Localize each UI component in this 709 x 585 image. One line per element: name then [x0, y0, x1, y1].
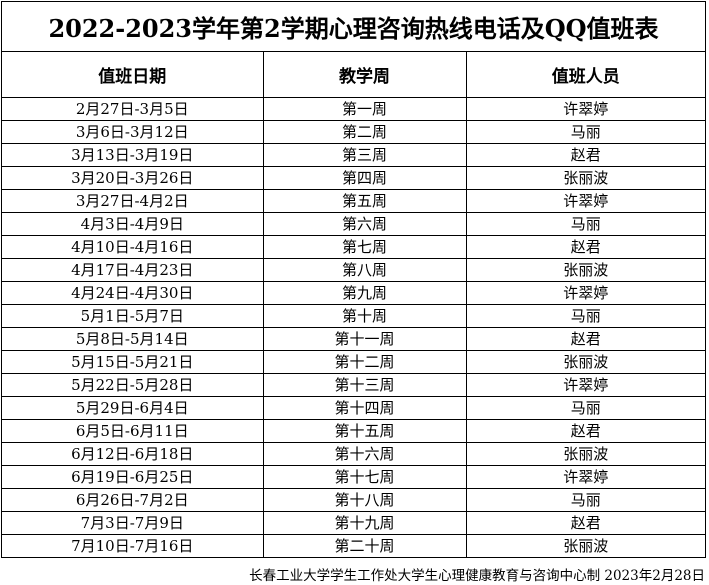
table-row: 5月22日-5月28日 第十三周 许翠婷 [2, 373, 705, 397]
cell-week: 第十五周 [262, 419, 467, 443]
cell-staff: 马丽 [465, 120, 705, 144]
table-row: 6月12日-6月18日 第十六周 张丽波 [2, 442, 705, 466]
cell-staff: 马丽 [465, 212, 705, 236]
cell-week: 第二十周 [262, 534, 467, 557]
table-row: 6月26日-7月2日 第十八周 马丽 [2, 488, 705, 512]
table-row: 7月10日-7月16日 第二十周 张丽波 [2, 534, 705, 557]
cell-week: 第二周 [262, 120, 467, 144]
table-row: 3月20日-3月26日 第四周 张丽波 [2, 166, 705, 190]
header-staff: 值班人员 [465, 52, 705, 98]
table-row: 6月5日-6月11日 第十五周 赵君 [2, 419, 705, 443]
cell-date: 3月20日-3月26日 [2, 166, 264, 190]
cell-date: 6月5日-6月11日 [2, 419, 264, 443]
cell-week: 第十七周 [262, 465, 467, 489]
cell-date: 3月13日-3月19日 [2, 143, 264, 167]
cell-staff: 张丽波 [465, 166, 705, 190]
cell-date: 2月27日-3月5日 [2, 97, 264, 121]
page-title: 2022-2023学年第2学期心理咨询热线电话及QQ值班表 [2, 2, 705, 52]
cell-staff: 赵君 [465, 235, 705, 259]
table-row: 3月6日-3月12日 第二周 马丽 [2, 120, 705, 144]
cell-staff: 许翠婷 [465, 189, 705, 213]
table-row: 3月27日-4月2日 第五周 许翠婷 [2, 189, 705, 213]
header-week: 教学周 [262, 52, 467, 98]
cell-date: 6月19日-6月25日 [2, 465, 264, 489]
table-row: 4月17日-4月23日 第八周 张丽波 [2, 258, 705, 282]
table-row: 4月3日-4月9日 第六周 马丽 [2, 212, 705, 236]
cell-staff: 许翠婷 [465, 373, 705, 397]
cell-staff: 张丽波 [465, 534, 705, 557]
cell-week: 第十三周 [262, 373, 467, 397]
cell-week: 第十八周 [262, 488, 467, 512]
cell-staff: 赵君 [465, 511, 705, 535]
cell-week: 第八周 [262, 258, 467, 282]
cell-week: 第十六周 [262, 442, 467, 466]
cell-week: 第十一周 [262, 327, 467, 351]
table-row: 5月8日-5月14日 第十一周 赵君 [2, 327, 705, 351]
cell-staff: 马丽 [465, 396, 705, 420]
duty-schedule-sheet: 2022-2023学年第2学期心理咨询热线电话及QQ值班表 值班日期 教学周 值… [1, 1, 706, 558]
cell-date: 4月3日-4月9日 [2, 212, 264, 236]
cell-staff: 马丽 [465, 488, 705, 512]
cell-staff: 张丽波 [465, 258, 705, 282]
cell-week: 第四周 [262, 166, 467, 190]
cell-date: 6月12日-6月18日 [2, 442, 264, 466]
cell-staff: 赵君 [465, 419, 705, 443]
table-row: 2月27日-3月5日 第一周 许翠婷 [2, 97, 705, 121]
table-header-row: 值班日期 教学周 值班人员 [2, 52, 705, 98]
table-row: 4月10日-4月16日 第七周 赵君 [2, 235, 705, 259]
header-date: 值班日期 [2, 52, 264, 98]
table-row: 6月19日-6月25日 第十七周 许翠婷 [2, 465, 705, 489]
cell-date: 7月10日-7月16日 [2, 534, 264, 557]
cell-date: 4月10日-4月16日 [2, 235, 264, 259]
cell-week: 第三周 [262, 143, 467, 167]
cell-date: 6月26日-7月2日 [2, 488, 264, 512]
cell-staff: 赵君 [465, 327, 705, 351]
cell-week: 第十二周 [262, 350, 467, 374]
table-row: 3月13日-3月19日 第三周 赵君 [2, 143, 705, 167]
cell-date: 4月24日-4月30日 [2, 281, 264, 305]
cell-week: 第六周 [262, 212, 467, 236]
cell-staff: 张丽波 [465, 442, 705, 466]
table-row: 4月24日-4月30日 第九周 许翠婷 [2, 281, 705, 305]
cell-staff: 许翠婷 [465, 281, 705, 305]
cell-week: 第九周 [262, 281, 467, 305]
cell-week: 第十九周 [262, 511, 467, 535]
cell-staff: 许翠婷 [465, 465, 705, 489]
duty-table: 值班日期 教学周 值班人员 2月27日-3月5日 第一周 许翠婷 3月6日-3月12日… [2, 52, 705, 557]
cell-staff: 许翠婷 [465, 97, 705, 121]
cell-week: 第五周 [262, 189, 467, 213]
cell-week: 第七周 [262, 235, 467, 259]
table-row: 5月29日-6月4日 第十四周 马丽 [2, 396, 705, 420]
cell-date: 5月1日-5月7日 [2, 304, 264, 328]
cell-date: 3月27日-4月2日 [2, 189, 264, 213]
cell-date: 5月8日-5月14日 [2, 327, 264, 351]
table-row: 5月1日-5月7日 第十周 马丽 [2, 304, 705, 328]
cell-staff: 马丽 [465, 304, 705, 328]
cell-date: 5月22日-5月28日 [2, 373, 264, 397]
cell-date: 7月3日-7月9日 [2, 511, 264, 535]
cell-date: 5月29日-6月4日 [2, 396, 264, 420]
cell-date: 5月15日-5月21日 [2, 350, 264, 374]
cell-date: 4月17日-4月23日 [2, 258, 264, 282]
table-row: 5月15日-5月21日 第十二周 张丽波 [2, 350, 705, 374]
footer-note: 长春工业大学学生工作处大学生心理健康教育与咨询中心制 2023年2月28日 [249, 568, 705, 584]
cell-week: 第十四周 [262, 396, 467, 420]
cell-week: 第十周 [262, 304, 467, 328]
cell-date: 3月6日-3月12日 [2, 120, 264, 144]
cell-staff: 张丽波 [465, 350, 705, 374]
table-row: 7月3日-7月9日 第十九周 赵君 [2, 511, 705, 535]
cell-week: 第一周 [262, 97, 467, 121]
cell-staff: 赵君 [465, 143, 705, 167]
